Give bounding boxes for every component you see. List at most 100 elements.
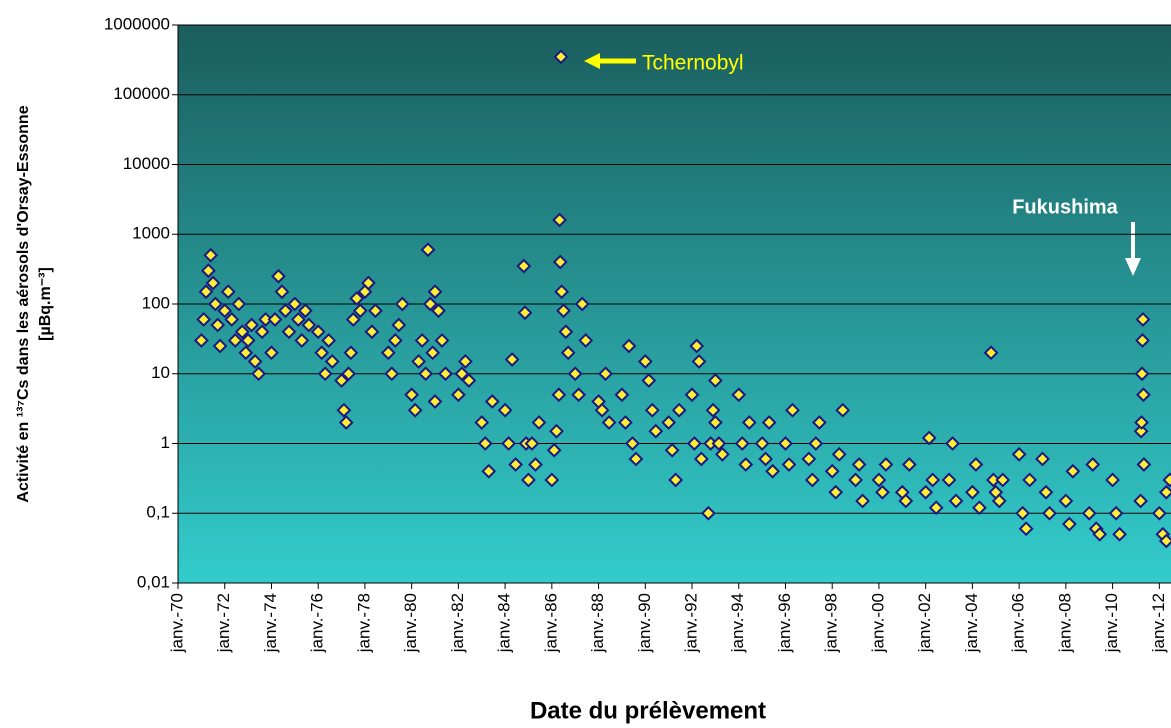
data-point bbox=[574, 296, 590, 312]
data-point bbox=[711, 436, 727, 451]
y-tick-label: 100000 bbox=[113, 84, 170, 103]
x-axis-title: Date du prélèvement bbox=[530, 697, 766, 724]
data-point bbox=[240, 333, 256, 348]
data-point bbox=[345, 312, 361, 327]
data-point bbox=[648, 423, 664, 439]
data-point bbox=[504, 352, 520, 367]
data-point bbox=[571, 387, 587, 403]
data-point bbox=[404, 387, 420, 403]
data-point bbox=[361, 275, 376, 291]
data-point bbox=[528, 457, 543, 472]
data-point bbox=[811, 415, 827, 430]
data-point bbox=[438, 366, 453, 382]
data-point bbox=[828, 484, 844, 500]
data-point bbox=[457, 354, 473, 369]
data-point bbox=[808, 436, 824, 451]
data-point bbox=[552, 254, 568, 270]
data-point bbox=[1011, 446, 1027, 462]
x-tick-label: janv.-02 bbox=[915, 593, 934, 653]
data-point bbox=[1042, 505, 1057, 521]
data-point bbox=[278, 303, 293, 319]
data-point bbox=[628, 451, 644, 467]
data-point bbox=[287, 296, 303, 312]
data-point bbox=[601, 415, 617, 430]
data-point bbox=[271, 268, 286, 284]
data-point bbox=[1061, 516, 1077, 532]
data-point bbox=[598, 366, 613, 382]
data-point bbox=[644, 402, 660, 418]
data-point bbox=[945, 436, 960, 451]
data-point bbox=[1058, 493, 1074, 509]
data-point bbox=[384, 366, 400, 382]
data-point bbox=[544, 472, 560, 488]
data-point bbox=[700, 505, 716, 521]
data-point bbox=[343, 345, 359, 361]
y-tick-label: 1000 bbox=[132, 224, 170, 243]
x-tick-label: janv.-72 bbox=[214, 593, 233, 653]
data-point bbox=[835, 402, 851, 418]
data-point bbox=[741, 415, 757, 430]
data-point bbox=[193, 333, 209, 348]
data-point bbox=[875, 484, 890, 500]
x-tick-label: janv.-78 bbox=[354, 593, 373, 653]
y-tick-label: 1 bbox=[161, 433, 170, 452]
data-point bbox=[549, 423, 564, 439]
data-point bbox=[707, 373, 723, 388]
data-point bbox=[1158, 533, 1171, 549]
data-point bbox=[484, 394, 500, 409]
data-point bbox=[758, 451, 774, 467]
data-point bbox=[387, 333, 403, 348]
data-point bbox=[714, 446, 730, 462]
data-point bbox=[554, 284, 570, 300]
data-point bbox=[664, 442, 680, 458]
data-point bbox=[297, 303, 313, 319]
data-point bbox=[244, 317, 260, 333]
x-tick-label: janv.-92 bbox=[682, 593, 701, 653]
data-point bbox=[349, 291, 365, 306]
data-point bbox=[871, 472, 887, 488]
data-point bbox=[898, 493, 914, 509]
data-point bbox=[234, 324, 250, 340]
data-point bbox=[391, 317, 407, 333]
data-point bbox=[855, 493, 871, 509]
data-point bbox=[781, 457, 797, 472]
data-point bbox=[1085, 457, 1101, 472]
data-point bbox=[477, 436, 493, 451]
data-point bbox=[281, 324, 297, 340]
data-point bbox=[254, 324, 270, 340]
data-point bbox=[1081, 505, 1097, 521]
data-point bbox=[231, 296, 247, 312]
data-point bbox=[686, 436, 702, 451]
data-point bbox=[427, 394, 443, 409]
data-point bbox=[207, 296, 223, 312]
data-point bbox=[637, 354, 653, 369]
data-point bbox=[461, 373, 477, 388]
data-point bbox=[971, 500, 987, 516]
data-point bbox=[671, 402, 687, 418]
data-point bbox=[321, 333, 337, 348]
data-point bbox=[991, 493, 1007, 509]
data-point bbox=[614, 387, 630, 403]
data-point bbox=[220, 284, 236, 300]
data-point bbox=[267, 312, 283, 327]
data-point bbox=[324, 354, 340, 369]
data-point bbox=[1065, 463, 1081, 479]
data-point bbox=[427, 284, 443, 300]
data-point bbox=[368, 303, 383, 319]
data-point bbox=[531, 415, 547, 430]
data-point bbox=[1022, 472, 1038, 488]
data-point bbox=[567, 366, 583, 382]
data-point bbox=[1133, 423, 1149, 439]
data-point bbox=[264, 345, 279, 361]
data-point bbox=[203, 247, 219, 263]
data-point bbox=[705, 402, 721, 418]
tchernobyl-arrow bbox=[584, 53, 636, 69]
data-point bbox=[454, 366, 470, 382]
data-point bbox=[364, 324, 380, 340]
data-point bbox=[738, 457, 754, 472]
data-point bbox=[422, 296, 438, 312]
data-point bbox=[380, 345, 396, 361]
data-point bbox=[1162, 472, 1171, 488]
data-point bbox=[761, 415, 777, 430]
data-point bbox=[224, 312, 240, 327]
